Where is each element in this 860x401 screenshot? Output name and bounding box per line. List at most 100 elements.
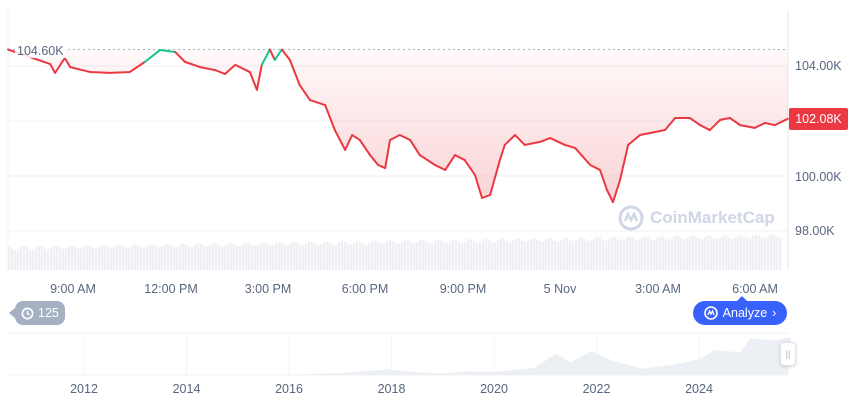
- volume-bar: [527, 241, 530, 270]
- volume-bar: [410, 242, 413, 270]
- volume-bar: [680, 237, 683, 270]
- price-line-segment: [606, 189, 614, 204]
- history-button[interactable]: 125: [9, 301, 65, 325]
- volume-bar: [221, 246, 224, 270]
- price-line-segment: [498, 143, 506, 162]
- volume-bar: [245, 242, 248, 270]
- x-tick: 6:00 PM: [341, 282, 389, 296]
- volume-bar: [638, 239, 641, 270]
- volume-bar: [158, 247, 161, 270]
- volume-bar: [581, 237, 584, 270]
- volume-bar: [470, 239, 473, 270]
- x-tick: 9:00 AM: [50, 282, 96, 296]
- volume-bar: [761, 237, 764, 270]
- volume-bar: [650, 239, 653, 270]
- volume-bar: [530, 238, 533, 270]
- price-line-segment: [463, 159, 476, 176]
- volume-bar: [275, 242, 278, 270]
- volume-bar: [137, 245, 140, 270]
- volume-bar: [644, 236, 647, 270]
- volume-bar: [167, 243, 170, 270]
- volume-bar: [380, 244, 383, 270]
- volume-bar: [704, 236, 707, 270]
- price-line-segment: [523, 140, 541, 146]
- volume-bar: [623, 239, 626, 270]
- volume-bar: [107, 247, 110, 270]
- ai-chat-icon: [703, 306, 718, 320]
- volume-bar: [764, 238, 767, 270]
- volume-bar: [371, 241, 374, 270]
- volume-bar: [68, 245, 71, 270]
- price-line-segment: [418, 154, 436, 166]
- volume-bar: [599, 238, 602, 270]
- price-line-segment: [308, 99, 327, 107]
- volume-bar: [35, 247, 38, 270]
- volume-bar: [512, 240, 515, 270]
- volume-bar: [38, 245, 41, 270]
- volume-bar: [119, 244, 122, 270]
- volume-bar: [443, 242, 446, 270]
- watermark: CoinMarketCap: [618, 205, 775, 231]
- volume-bar: [164, 244, 167, 270]
- price-line-segment: [108, 71, 131, 74]
- volume-bar: [569, 239, 572, 270]
- x-tick: 3:00 PM: [244, 282, 292, 296]
- volume-bar: [125, 248, 128, 270]
- volume-bar: [557, 241, 560, 270]
- volume-bar: [140, 247, 143, 270]
- volume-bar: [152, 244, 155, 270]
- volume-bar: [653, 239, 656, 270]
- price-line-segment: [639, 131, 657, 137]
- volume-bar: [629, 236, 632, 270]
- volume-bar: [278, 241, 281, 270]
- volume-bar: [20, 246, 23, 270]
- volume-bar: [110, 248, 113, 270]
- volume-bar: [203, 245, 206, 270]
- price-line-segment: [538, 137, 552, 143]
- volume-bar: [179, 244, 182, 270]
- volume-bar: [722, 235, 725, 270]
- volume-bar: [332, 244, 335, 270]
- volume-bar: [605, 240, 608, 270]
- volume-bar: [740, 234, 743, 270]
- volume-bar: [56, 245, 59, 270]
- volume-bar: [713, 238, 716, 270]
- volume-bar: [209, 245, 212, 270]
- price-line-segment: [589, 164, 601, 171]
- price-line-segment: [773, 117, 789, 127]
- volume-bar: [122, 246, 125, 270]
- volume-bar: [53, 245, 56, 270]
- x-tick: 12:00 PM: [144, 282, 198, 296]
- volume-bar: [224, 245, 227, 270]
- volume-bar: [728, 237, 731, 270]
- volume-bar: [608, 238, 611, 270]
- volume-bar: [515, 238, 518, 270]
- navigator-x-tick: 2020: [480, 382, 508, 396]
- analyze-button[interactable]: Analyze ›: [693, 296, 787, 325]
- price-line-segment: [728, 116, 742, 127]
- price-line-segment: [54, 57, 66, 74]
- volume-bar: [476, 242, 479, 270]
- volume-bar: [341, 240, 344, 270]
- volume-bar: [695, 236, 698, 270]
- x-tick: 5 Nov: [543, 282, 577, 296]
- volume-bar: [314, 243, 317, 270]
- current-price-badge: 102.08K: [789, 108, 848, 130]
- max-price-label: 104.60K: [15, 44, 66, 58]
- price-line-segment: [549, 137, 566, 146]
- volume-bar: [191, 246, 194, 270]
- volume-bar: [431, 242, 434, 270]
- navigator-handle[interactable]: ||: [780, 342, 796, 366]
- volume-bar: [398, 243, 401, 270]
- volume-bar: [230, 242, 233, 270]
- volume-bar: [149, 243, 152, 270]
- volume-bar: [296, 242, 299, 270]
- price-line-segment: [699, 124, 711, 132]
- volume-bar: [455, 239, 458, 270]
- price-line-segment: [280, 48, 291, 61]
- history-count: 125: [38, 306, 59, 320]
- volume-bar: [776, 236, 779, 270]
- volume-bar: [647, 237, 650, 270]
- volume-bar: [95, 248, 98, 270]
